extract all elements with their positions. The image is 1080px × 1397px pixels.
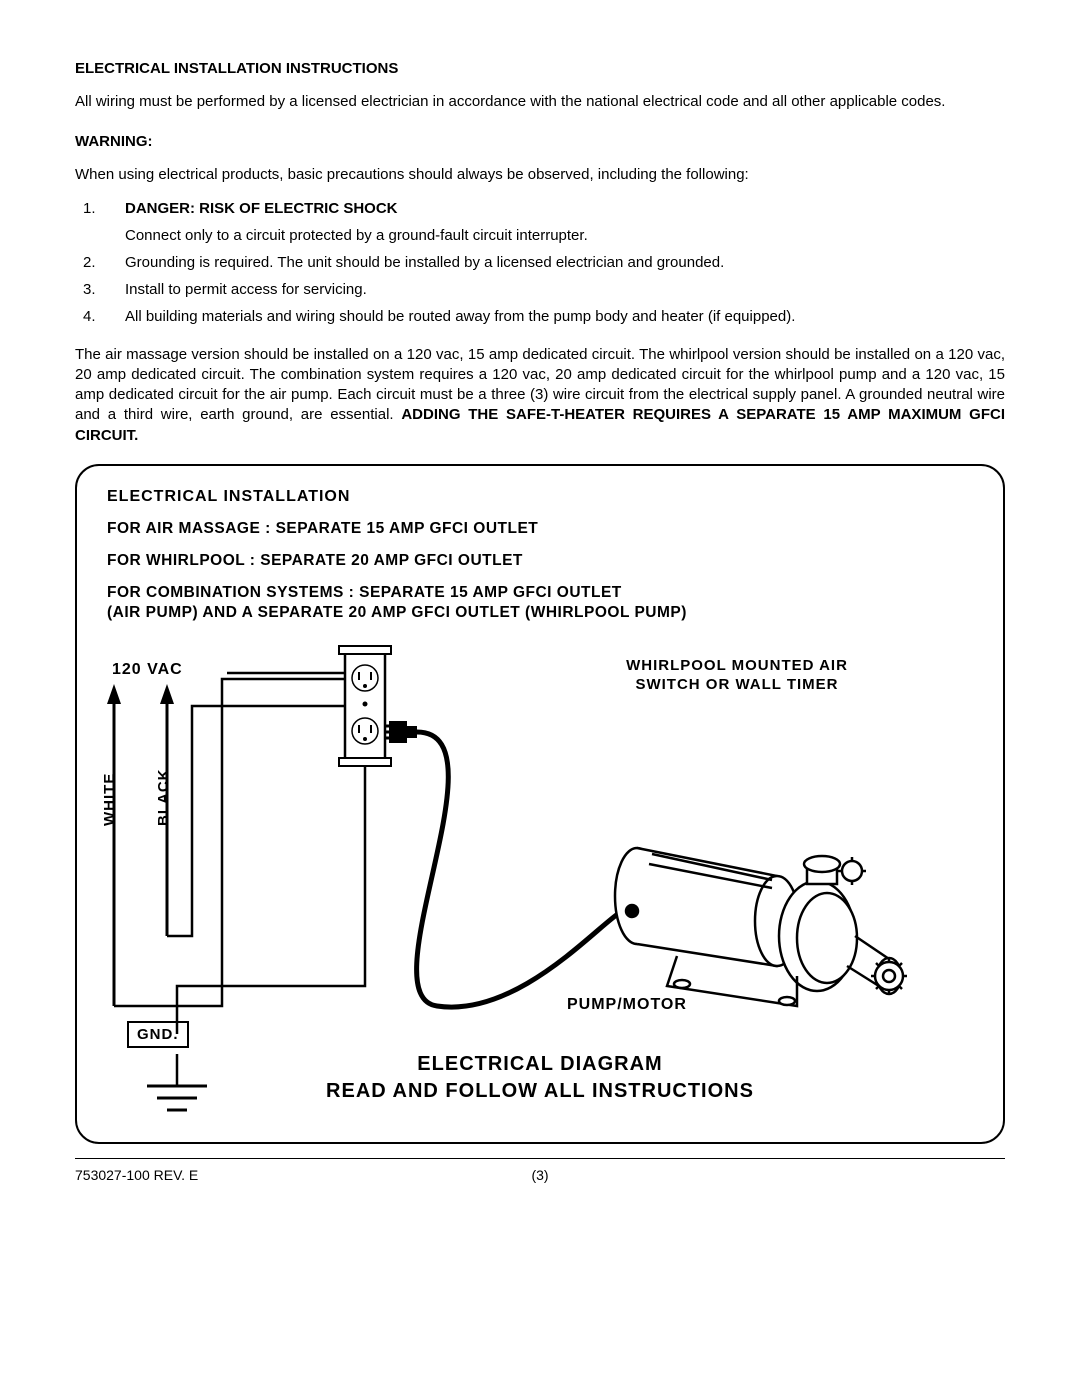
wiring-diagram-svg	[77, 466, 947, 1146]
list-item: 1. DANGER: RISK OF ELECTRIC SHOCK Connec…	[75, 200, 1005, 244]
list-bold: DANGER: RISK OF ELECTRIC SHOCK	[125, 200, 1005, 217]
intro-text: All wiring must be performed by a licens…	[75, 91, 1005, 113]
list-text: All building materials and wiring should…	[125, 308, 1005, 325]
footer-right	[695, 1167, 1005, 1183]
list-item: 2. Grounding is required. The unit shoul…	[75, 254, 1005, 271]
page-footer: 753027-100 REV. E (3)	[75, 1167, 1005, 1183]
footer-rev: 753027-100 REV. E	[75, 1167, 385, 1183]
list-number: 3.	[75, 281, 125, 298]
list-item: 3. Install to permit access for servicin…	[75, 281, 1005, 298]
footer-rule	[75, 1158, 1005, 1159]
list-content: DANGER: RISK OF ELECTRIC SHOCK Connect o…	[125, 200, 1005, 244]
warning-list: 1. DANGER: RISK OF ELECTRIC SHOCK Connec…	[75, 200, 1005, 325]
list-number: 4.	[75, 308, 125, 325]
list-number: 2.	[75, 254, 125, 271]
list-item: 4. All building materials and wiring sho…	[75, 308, 1005, 325]
circuit-paragraph: The air massage version should be instal…	[75, 345, 1005, 446]
list-text: Connect only to a circuit protected by a…	[125, 227, 1005, 244]
warning-intro: When using electrical products, basic pr…	[75, 164, 1005, 186]
footer-page: (3)	[385, 1167, 695, 1183]
list-number: 1.	[75, 200, 125, 244]
warning-heading: WARNING:	[75, 133, 1005, 150]
section-heading: ELECTRICAL INSTALLATION INSTRUCTIONS	[75, 60, 1005, 77]
list-text: Install to permit access for servicing.	[125, 281, 1005, 298]
list-text: Grounding is required. The unit should b…	[125, 254, 1005, 271]
electrical-diagram-box: ELECTRICAL INSTALLATION FOR AIR MASSAGE …	[75, 464, 1005, 1144]
